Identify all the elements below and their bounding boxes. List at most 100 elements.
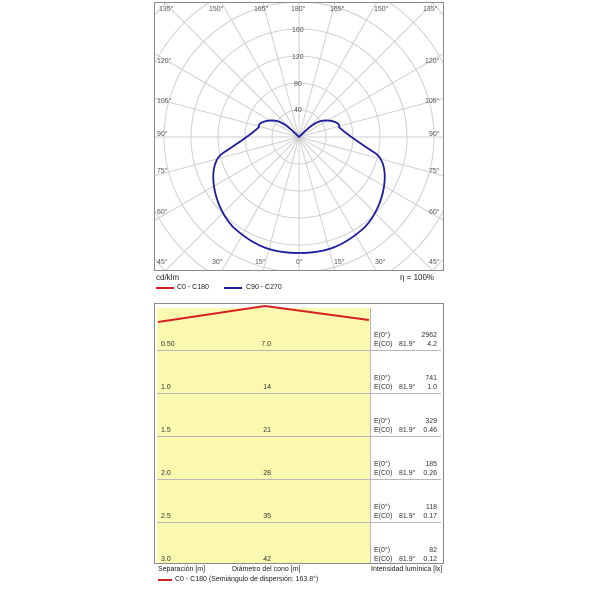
ec0-angle: 81.9° <box>399 384 416 391</box>
unit-label: cd/klm <box>156 273 180 282</box>
grid-spoke <box>298 136 336 270</box>
angle-label-bottom-30-right: 30° <box>375 259 386 266</box>
angle-label-right-60: 60° <box>429 209 440 216</box>
e0-label: E(0°) <box>374 418 391 425</box>
separation-value: 2.5 <box>161 513 171 520</box>
cone-legend-label: C0 - C180 (Semiángulo de dispersión: 163… <box>175 576 319 583</box>
ec0-value: 0.12 <box>423 556 437 563</box>
separation-value: 3.0 <box>161 556 171 563</box>
radial-label-120: 120 <box>292 54 304 61</box>
radial-label-40: 40 <box>294 107 302 114</box>
ec0-angle: 81.9° <box>399 513 416 520</box>
angle-label-right-45: 45° <box>429 259 440 266</box>
angle-label-top-165-right: 165° <box>330 6 345 13</box>
ec0-label: E(C0) <box>374 341 393 348</box>
separation-value: 1.5 <box>161 427 171 434</box>
angle-label-top-150-right: 150° <box>374 6 389 13</box>
polar-grid <box>155 3 443 270</box>
angle-label-bottom-30-left: 30° <box>212 259 223 266</box>
angle-label-left-90: 90° <box>157 131 168 138</box>
row-separator <box>157 393 441 394</box>
ec0-label: E(C0) <box>374 513 393 520</box>
e0-value: 2962 <box>421 332 437 339</box>
grid-spoke <box>298 97 443 138</box>
grid-spoke <box>165 136 300 270</box>
legend-swatch-cone <box>158 579 172 581</box>
grid-spoke <box>262 3 300 138</box>
grid-spoke <box>155 136 300 221</box>
grid-spoke <box>298 136 377 270</box>
row-separator <box>157 350 441 351</box>
angle-label-left-75: 75° <box>157 168 168 175</box>
ec0-value: 1.0 <box>427 384 437 391</box>
header-separation: Separación [m] <box>158 566 206 573</box>
separation-value: 0.50 <box>161 341 175 348</box>
e0-label: E(0°) <box>374 332 391 339</box>
e0-label: E(0°) <box>374 375 391 382</box>
grid-spoke <box>164 3 300 138</box>
grid-spoke <box>298 136 443 221</box>
legend-label-c90-c270: C90 - C270 <box>246 284 282 291</box>
row-separator <box>157 479 441 480</box>
diameter-value: 42 <box>263 556 271 563</box>
angle-label-top-150-left: 150° <box>209 6 224 13</box>
e0-label: E(0°) <box>374 547 391 554</box>
diameter-value: 7.0 <box>261 341 271 348</box>
angle-label-top-135-right: 135° <box>423 6 438 13</box>
grid-spoke <box>298 136 433 270</box>
legend-label-c0-c180: C0 - C180 <box>177 284 209 291</box>
angle-label-top-135-left: 135° <box>159 6 174 13</box>
grid-spoke <box>262 136 300 270</box>
angle-label-right-75: 75° <box>429 168 440 175</box>
grid-spoke <box>298 3 336 138</box>
legend-swatch-c0-c180 <box>156 287 174 289</box>
grid-spoke <box>298 53 443 138</box>
radial-label-160: 160 <box>292 27 304 34</box>
angle-label-top-165-left: 165° <box>254 6 269 13</box>
grid-spoke <box>221 3 300 138</box>
angle-label-bottom-15-right: 15° <box>334 259 345 266</box>
cone-top-curve <box>157 304 370 323</box>
angle-label-left-105: 105° <box>157 98 172 105</box>
angle-label-right-105: 105° <box>425 98 440 105</box>
ec0-angle: 81.9° <box>399 427 416 434</box>
grid-spoke <box>155 136 300 177</box>
polar-diagram-panel: 135° 150° 165° 180° 165° 150° 135° 120° … <box>154 2 444 271</box>
grid-spoke <box>155 97 300 138</box>
grid-spoke <box>298 3 434 138</box>
diameter-value: 35 <box>263 513 271 520</box>
table-divider <box>370 308 371 563</box>
angle-label-left-60: 60° <box>157 209 168 216</box>
ec0-label: E(C0) <box>374 384 393 391</box>
ec0-angle: 81.9° <box>399 556 416 563</box>
ec0-value: 4.2 <box>427 341 437 348</box>
diameter-value: 28 <box>263 470 271 477</box>
ec0-value: 0.26 <box>423 470 437 477</box>
angle-label-bottom-0: 0° <box>296 259 303 266</box>
grid-spoke <box>298 136 443 177</box>
angle-label-right-90: 90° <box>429 131 440 138</box>
separation-value: 1.0 <box>161 384 171 391</box>
grid-spoke <box>298 3 377 138</box>
ec0-label: E(C0) <box>374 470 393 477</box>
diameter-value: 14 <box>263 384 271 391</box>
e0-label: E(0°) <box>374 461 391 468</box>
angle-label-right-120: 120° <box>425 58 440 65</box>
e0-value: 185 <box>425 461 437 468</box>
row-separator <box>157 522 441 523</box>
angle-label-left-45: 45° <box>157 259 168 266</box>
grid-spoke <box>221 136 300 270</box>
efficiency-label: η = 100% <box>400 273 435 282</box>
cone-diagram-panel: 0.50 7.0 E(0°) 2962 E(C0) 81.9° 4.2 1.0 14 E(0°) 7… <box>154 303 444 564</box>
angle-label-top-180: 180° <box>291 6 306 13</box>
polar-diagram <box>155 3 443 270</box>
ec0-label: E(C0) <box>374 556 393 563</box>
cone-legend: Separación [m] Diámetro del cono [m] Int… <box>154 564 444 600</box>
diameter-value: 21 <box>263 427 271 434</box>
ec0-label: E(C0) <box>374 427 393 434</box>
angle-label-left-120: 120° <box>157 58 172 65</box>
ec0-angle: 81.9° <box>399 470 416 477</box>
ec0-value: 0.17 <box>423 513 437 520</box>
ec0-value: 0.46 <box>423 427 437 434</box>
legend-swatch-c90-c270 <box>224 287 242 289</box>
